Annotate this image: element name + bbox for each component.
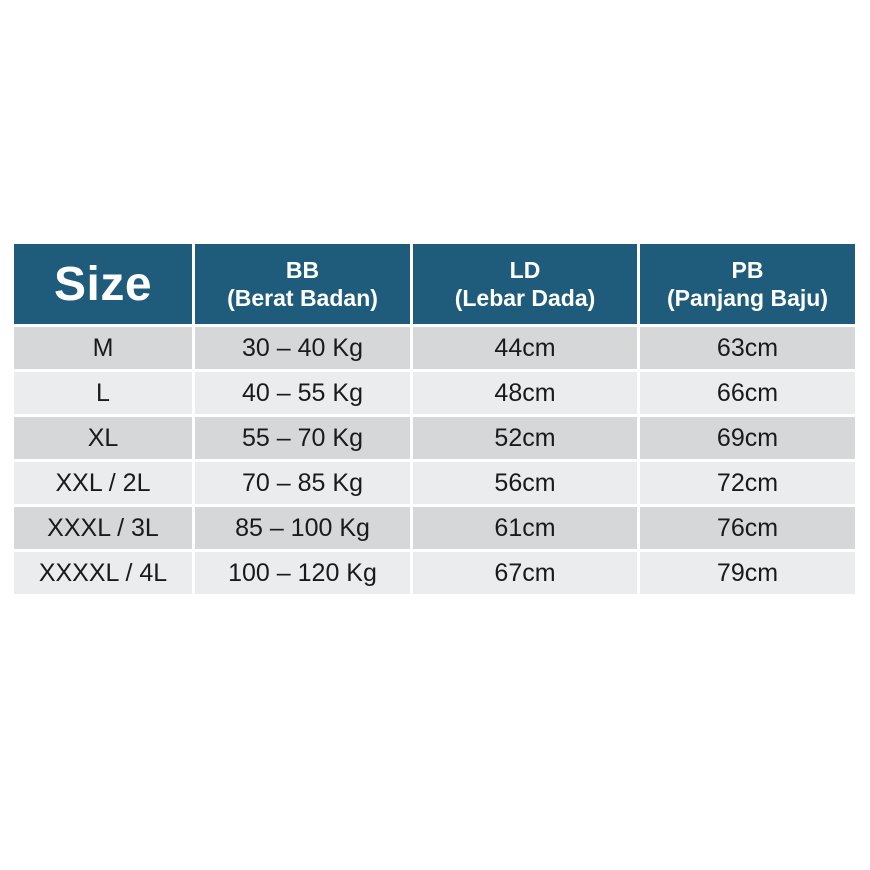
cell-pb-l: 66cm: [640, 372, 855, 414]
cell-bb-l: 40 – 55 Kg: [195, 372, 410, 414]
cell-size-xxxxl: XXXXL / 4L: [14, 552, 192, 594]
cell-bb-xxl: 70 – 85 Kg: [195, 462, 410, 504]
cell-size-xxl: XXL / 2L: [14, 462, 192, 504]
cell-pb-xl: 69cm: [640, 417, 855, 459]
cell-bb-xl: 55 – 70 Kg: [195, 417, 410, 459]
cell-ld-xxxl: 61cm: [413, 507, 637, 549]
cell-ld-xl: 52cm: [413, 417, 637, 459]
header-ld: LD (Lebar Dada): [413, 244, 637, 324]
header-ld-full: (Lebar Dada): [454, 285, 596, 311]
cell-bb-m: 30 – 40 Kg: [195, 327, 410, 369]
cell-ld-xxxxl: 67cm: [413, 552, 637, 594]
cell-pb-m: 63cm: [640, 327, 855, 369]
cell-pb-xxxxl: 79cm: [640, 552, 855, 594]
header-bb-full: (Berat Badan): [227, 285, 378, 311]
cell-size-xxxl: XXXL / 3L: [14, 507, 192, 549]
header-bb-abbr: BB: [285, 257, 320, 283]
cell-size-xl: XL: [14, 417, 192, 459]
cell-pb-xxxl: 76cm: [640, 507, 855, 549]
header-pb-full: (Panjang Baju): [666, 285, 828, 311]
header-pb: PB (Panjang Baju): [640, 244, 855, 324]
cell-size-m: M: [14, 327, 192, 369]
header-size: Size: [14, 244, 192, 324]
cell-bb-xxxxl: 100 – 120 Kg: [195, 552, 410, 594]
cell-ld-xxl: 56cm: [413, 462, 637, 504]
header-ld-abbr: LD: [509, 257, 541, 283]
header-size-label: Size: [53, 257, 153, 311]
header-bb: BB (Berat Badan): [195, 244, 410, 324]
cell-bb-xxxl: 85 – 100 Kg: [195, 507, 410, 549]
size-chart-table: Size BB (Berat Badan) LD (Lebar Dada) PB…: [14, 244, 855, 594]
cell-size-l: L: [14, 372, 192, 414]
cell-ld-m: 44cm: [413, 327, 637, 369]
cell-ld-l: 48cm: [413, 372, 637, 414]
header-pb-abbr: PB: [731, 257, 764, 283]
cell-pb-xxl: 72cm: [640, 462, 855, 504]
